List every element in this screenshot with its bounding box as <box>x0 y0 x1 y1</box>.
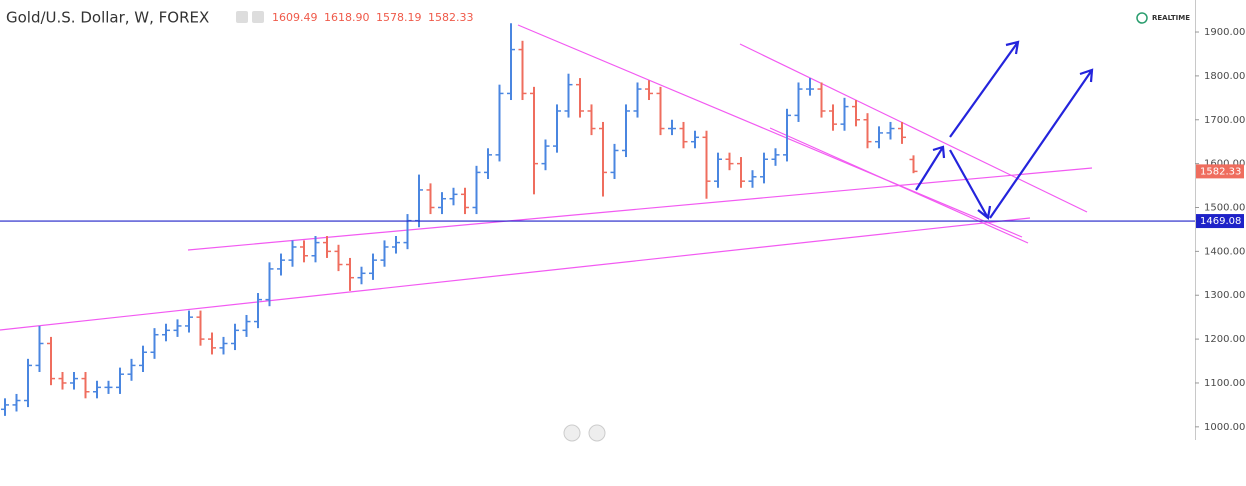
zoom-out-button[interactable] <box>588 424 606 442</box>
trend-line <box>517 24 1023 238</box>
ohlc-close: 1582.33 <box>428 11 474 24</box>
arrow <box>915 145 946 191</box>
y-tick-label: 1400.00 <box>1204 246 1245 257</box>
y-tick-label: 1500.00 <box>1204 202 1245 213</box>
y-tick-label: 1200.00 <box>1204 334 1245 345</box>
ohlc-high: 1618.90 <box>324 11 370 24</box>
arrow <box>949 149 992 221</box>
y-tick-label: 1600.00 <box>1204 159 1245 170</box>
arrow <box>949 40 1020 138</box>
y-tick-label: 1000.00 <box>1204 422 1245 433</box>
chart-title: Gold/U.S. Dollar, W, FOREX <box>6 9 209 27</box>
arrow <box>989 68 1094 219</box>
y-tick-label: 1800.00 <box>1204 71 1245 82</box>
trend-line <box>0 217 1031 331</box>
trend-lines <box>0 24 1093 331</box>
icon <box>236 11 248 23</box>
ohlc-open: 1609.49 <box>272 11 318 24</box>
zoom-controls[interactable] <box>563 424 606 442</box>
icon <box>252 11 264 23</box>
realtime-icon <box>1136 12 1148 24</box>
scroll-left-button[interactable] <box>563 424 581 442</box>
bars <box>1 23 918 416</box>
y-tick-label: 1100.00 <box>1204 378 1245 389</box>
y-tick-label: 1900.00 <box>1204 27 1245 38</box>
hline-price-box <box>1196 214 1244 229</box>
trend-line <box>769 127 1029 244</box>
trend-line <box>739 43 1088 213</box>
arrows <box>915 40 1094 221</box>
last-price-box <box>1196 164 1244 179</box>
last-price-label: 1582.33 <box>1200 166 1241 177</box>
trend-line <box>187 167 1093 251</box>
hline-price-label: 1469.08 <box>1200 216 1241 227</box>
realtime-label: REALTIME <box>1152 14 1190 22</box>
y-tick-label: 1700.00 <box>1204 115 1245 126</box>
y-tick-label: 1300.00 <box>1204 290 1245 301</box>
ohlc-low: 1578.19 <box>376 11 422 24</box>
